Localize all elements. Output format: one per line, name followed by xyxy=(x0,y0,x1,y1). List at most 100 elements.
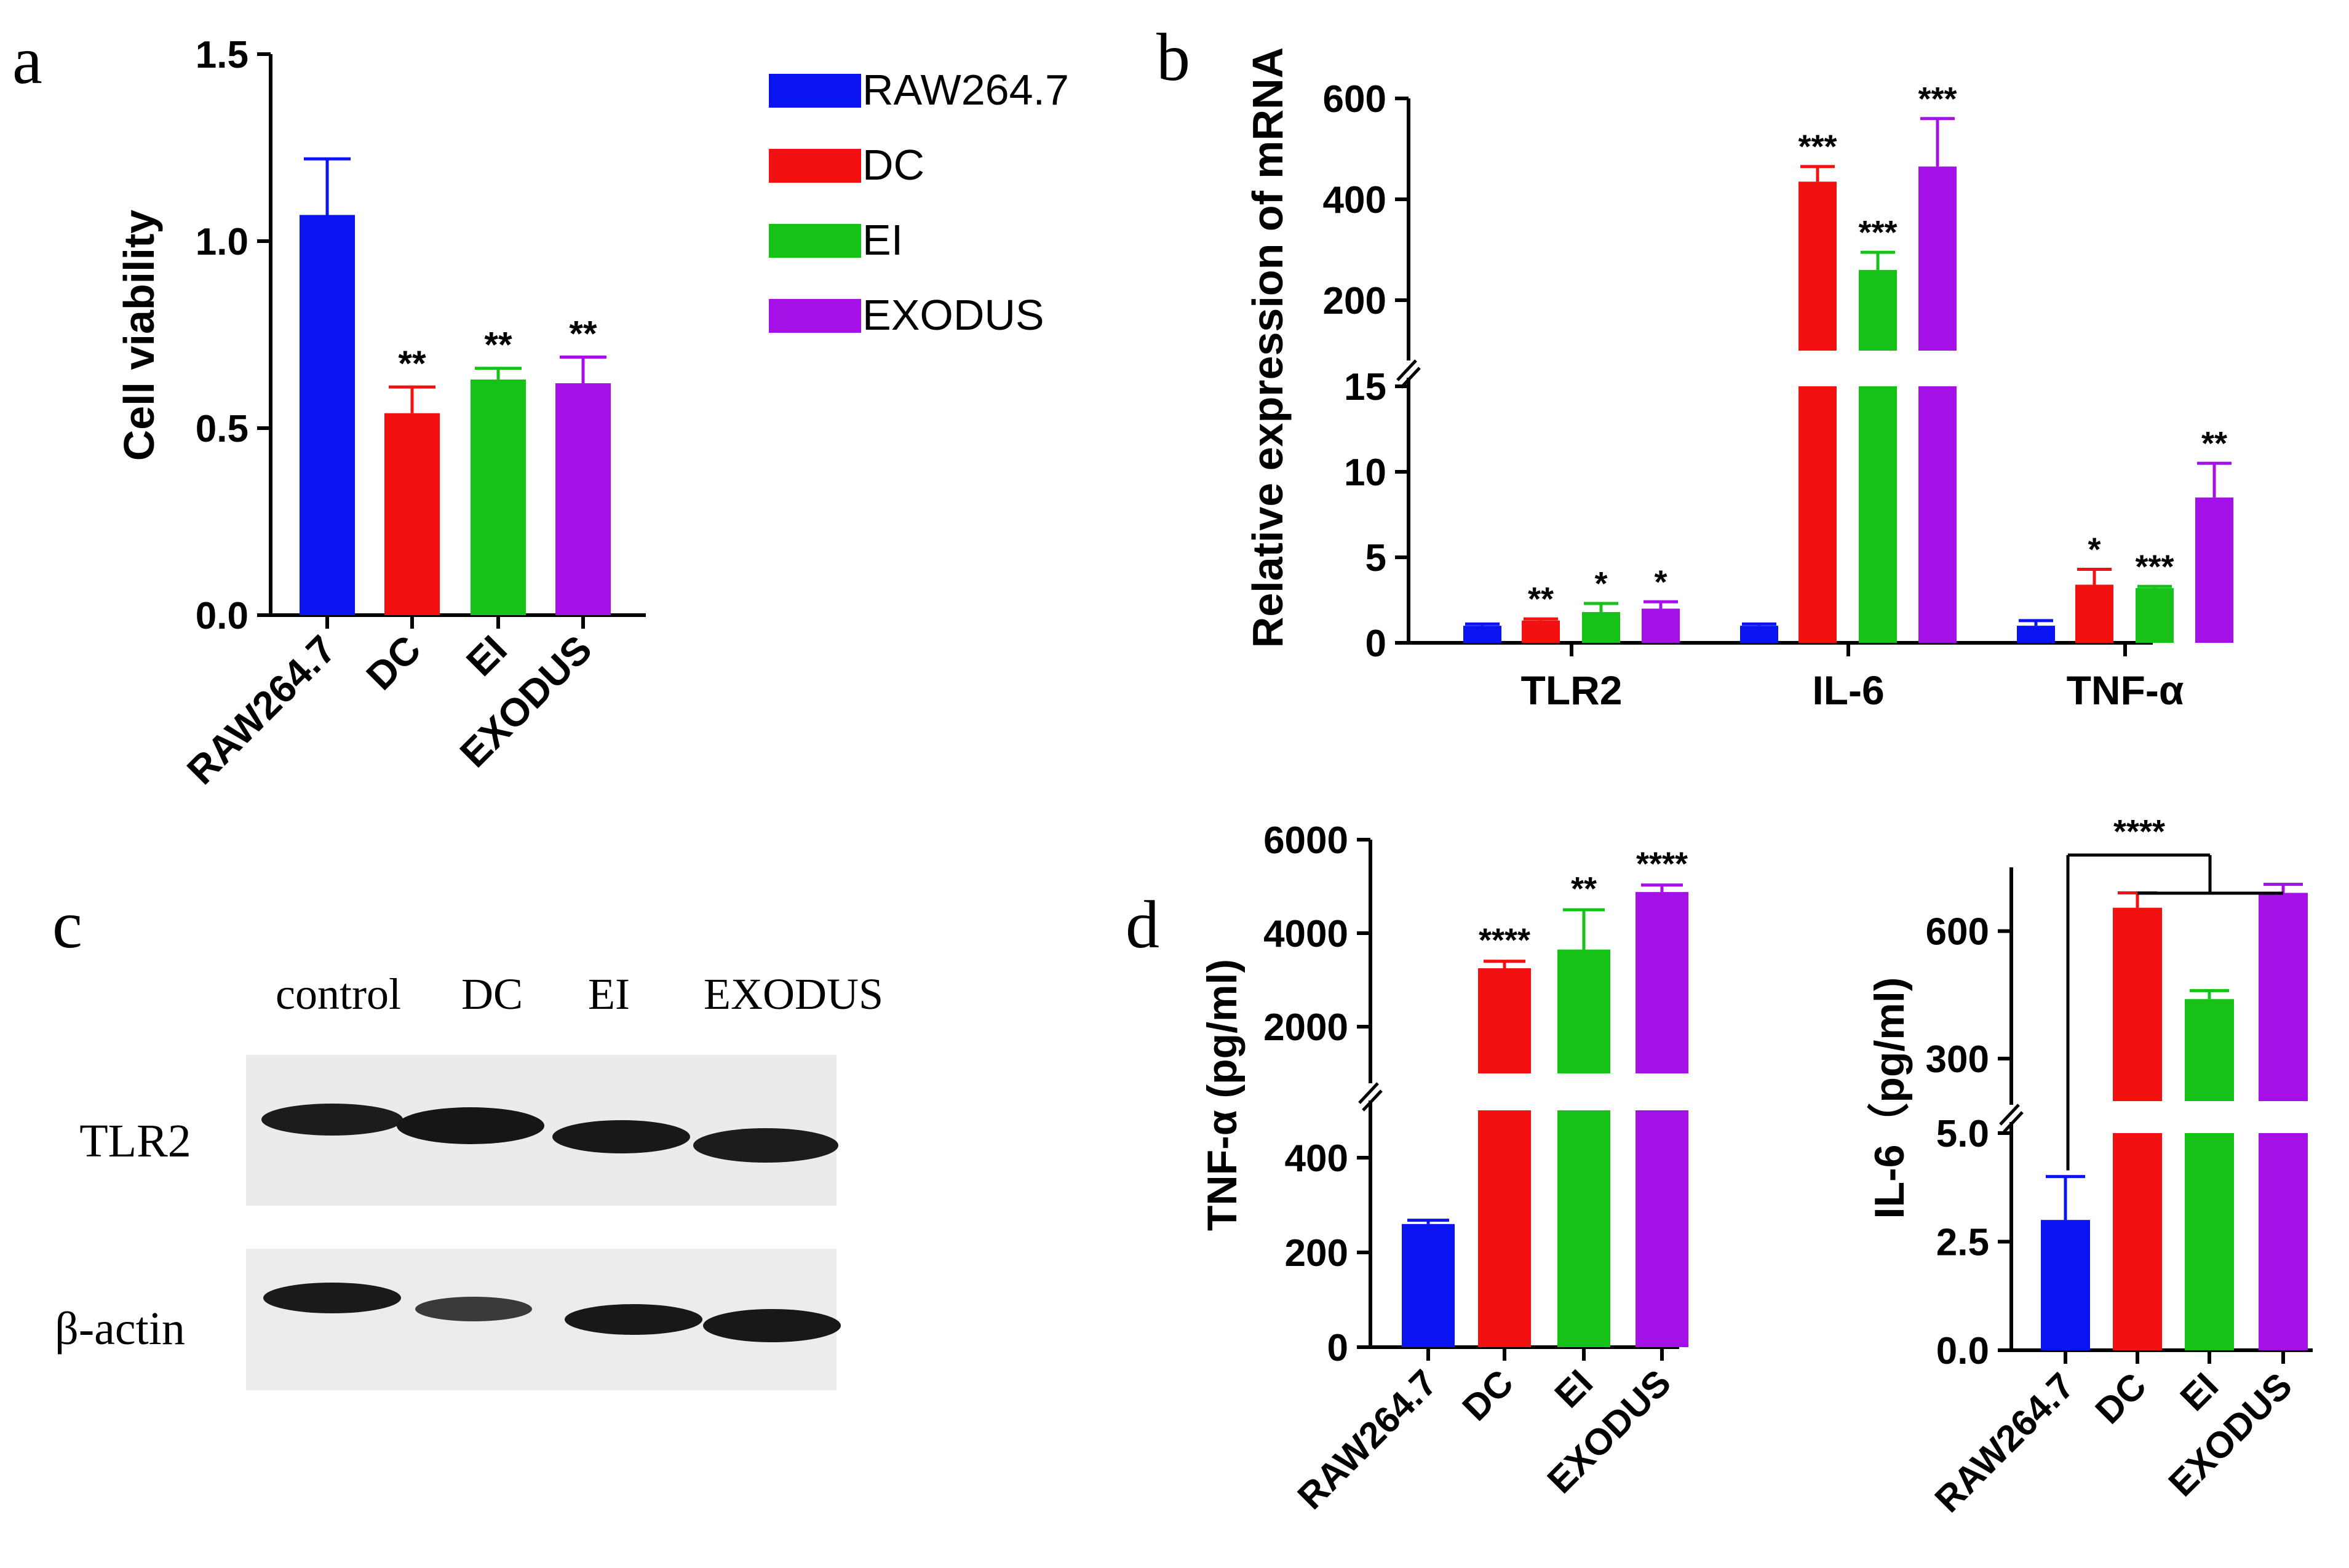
panel-label-a: a xyxy=(12,23,42,98)
legend-label: EXODUS xyxy=(862,291,1044,339)
blot-band xyxy=(263,1283,401,1313)
significance-label: * xyxy=(2088,531,2101,568)
bar xyxy=(1582,611,1620,643)
blot-col-label: EXODUS xyxy=(704,969,883,1019)
significance-label: *** xyxy=(1858,214,1897,251)
bar xyxy=(2113,907,2162,1101)
significance-label: * xyxy=(1594,565,1607,602)
bar xyxy=(1463,626,1501,643)
legend-label: EI xyxy=(862,216,903,264)
bar xyxy=(2195,497,2233,643)
blot-row-label: TLR2 xyxy=(79,1115,191,1167)
significance-label: ** xyxy=(569,314,597,354)
y-tick-label: 600 xyxy=(1926,911,1989,953)
bar xyxy=(1918,166,1957,351)
y-tick-label: 0 xyxy=(1327,1327,1348,1369)
significance-label: **** xyxy=(1636,846,1688,883)
legend-label: DC xyxy=(862,141,924,189)
y-tick-label: 0.5 xyxy=(196,408,248,450)
significance-label: **** xyxy=(1479,922,1530,959)
bar xyxy=(384,413,440,615)
bar xyxy=(2075,584,2113,643)
bar xyxy=(1636,1110,1688,1347)
y-tick-label: 15 xyxy=(1344,366,1386,408)
y-tick-label: 1.5 xyxy=(196,34,248,76)
legend: RAW264.7 DC EI EXODUS xyxy=(769,66,1069,339)
significance-label: ** xyxy=(1528,581,1554,618)
x-tick-label: EI xyxy=(458,627,515,685)
x-tick-label: TNF-α xyxy=(2067,667,2184,713)
x-tick-label: DC xyxy=(358,627,429,698)
blot-band xyxy=(703,1309,841,1342)
blot-col-label: control xyxy=(276,969,401,1019)
bar xyxy=(1918,386,1957,643)
axis-break-mark xyxy=(1999,1104,2020,1126)
blot-col-label: DC xyxy=(461,969,523,1019)
y-axis-label: TNF-α (pg/ml) xyxy=(1199,959,1246,1231)
bar xyxy=(2259,893,2308,1101)
y-tick-label: 200 xyxy=(1323,280,1386,322)
bar xyxy=(1557,949,1610,1073)
bar xyxy=(1478,968,1531,1073)
y-tick-label: 0.0 xyxy=(196,595,248,637)
axis-break-mark xyxy=(1400,367,1421,389)
legend-label: RAW264.7 xyxy=(862,66,1069,114)
y-tick-label: 300 xyxy=(1926,1038,1989,1081)
chart-cell-viability: 0.0 0.5 1.0 1.5 Cell viability RAW264.7 ** DC **… xyxy=(115,34,646,793)
y-tick-label: 4000 xyxy=(1263,913,1348,955)
bar xyxy=(2041,1220,2090,1350)
bar xyxy=(555,383,611,615)
panel-label-d: d xyxy=(1126,887,1159,962)
blot-band xyxy=(415,1297,532,1321)
x-tick-label: RAW264.7 xyxy=(1290,1362,1445,1518)
x-tick-label: RAW264.7 xyxy=(178,627,344,793)
bar xyxy=(2113,1133,2162,1350)
blot-band xyxy=(693,1128,838,1163)
legend-swatch xyxy=(769,299,861,333)
bar xyxy=(1859,386,1897,643)
bar xyxy=(2017,626,2055,643)
western-blot: control DC EI EXODUS TLR2 β-actin xyxy=(55,969,883,1390)
y-tick-label: 10 xyxy=(1344,452,1386,494)
blot-col-label: EI xyxy=(588,969,630,1019)
panel-label-b: b xyxy=(1156,20,1190,95)
axis-break-mark xyxy=(1396,359,1417,381)
y-axis-label: Relative expression of mRNA xyxy=(1244,47,1292,648)
y-tick-label: 5 xyxy=(1365,537,1386,579)
bar xyxy=(1402,1224,1455,1347)
y-tick-label: 0 xyxy=(1365,623,1386,665)
y-tick-label: 2000 xyxy=(1263,1006,1348,1049)
blot-row-label: β-actin xyxy=(55,1303,185,1355)
x-tick-label: DC xyxy=(2088,1365,2155,1432)
significance-label: ** xyxy=(484,325,512,365)
bar xyxy=(2136,588,2174,643)
significance-label: ** xyxy=(1571,870,1597,907)
axis-break-mark xyxy=(2003,1111,2024,1133)
x-tick-label: DC xyxy=(1455,1362,1522,1429)
y-tick-label: 400 xyxy=(1285,1137,1348,1180)
y-tick-label: 0.0 xyxy=(1936,1330,1989,1372)
y-tick-label: 200 xyxy=(1285,1232,1348,1275)
y-tick-label: 1.0 xyxy=(196,221,248,263)
panel-label-c: c xyxy=(52,887,82,962)
legend-swatch xyxy=(769,149,861,183)
bar xyxy=(2185,999,2234,1101)
x-tick-label: EI xyxy=(2172,1365,2226,1419)
bar xyxy=(1799,386,1837,643)
blot-band xyxy=(565,1304,702,1335)
bar xyxy=(1859,269,1897,351)
x-tick-label: EI xyxy=(1547,1362,1600,1415)
y-axis-label: Cell viability xyxy=(115,210,163,461)
bar xyxy=(1522,620,1560,643)
significance-label: *** xyxy=(1918,81,1957,117)
significance-label: *** xyxy=(2135,548,2174,585)
significance-label: * xyxy=(1654,563,1667,600)
y-tick-label: 6000 xyxy=(1263,819,1348,862)
y-tick-label: 600 xyxy=(1323,78,1386,121)
significance-label: *** xyxy=(1798,129,1837,165)
bar xyxy=(1642,608,1680,643)
bar xyxy=(2259,1133,2308,1350)
y-axis-label: IL-6（pg/ml) xyxy=(1866,977,1913,1219)
bar xyxy=(471,379,526,615)
